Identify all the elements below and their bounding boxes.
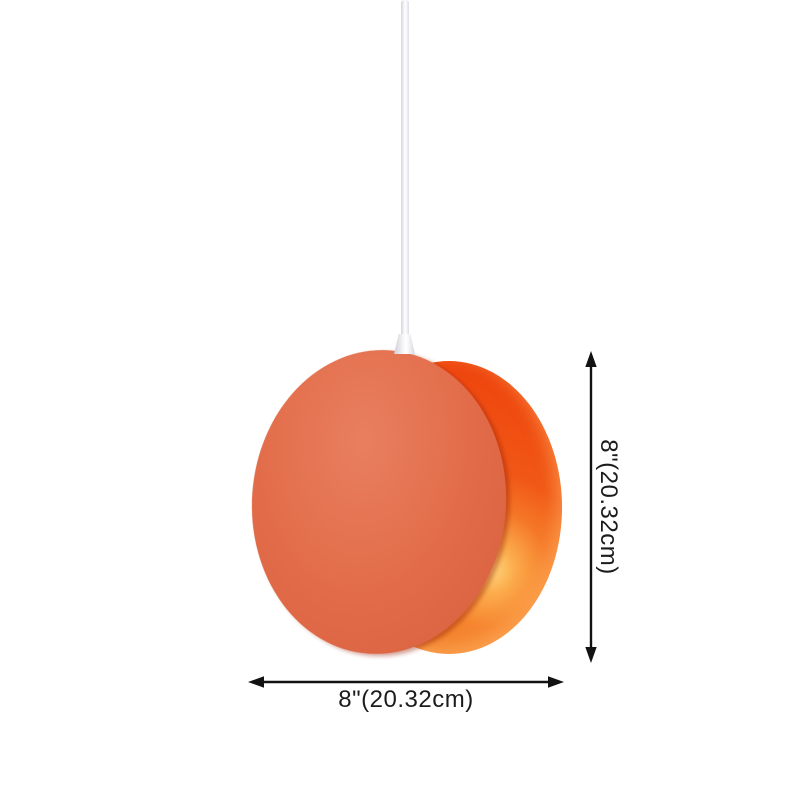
cord-connector [394, 334, 415, 354]
width-dimension-label: 8"(20.32cm) [338, 686, 474, 713]
height-dimension-arrow [585, 351, 597, 663]
height-dimension-label: 8"(20.32cm) [595, 439, 622, 575]
width-dimension-arrow [248, 676, 564, 688]
pendant-cord [401, 0, 409, 338]
